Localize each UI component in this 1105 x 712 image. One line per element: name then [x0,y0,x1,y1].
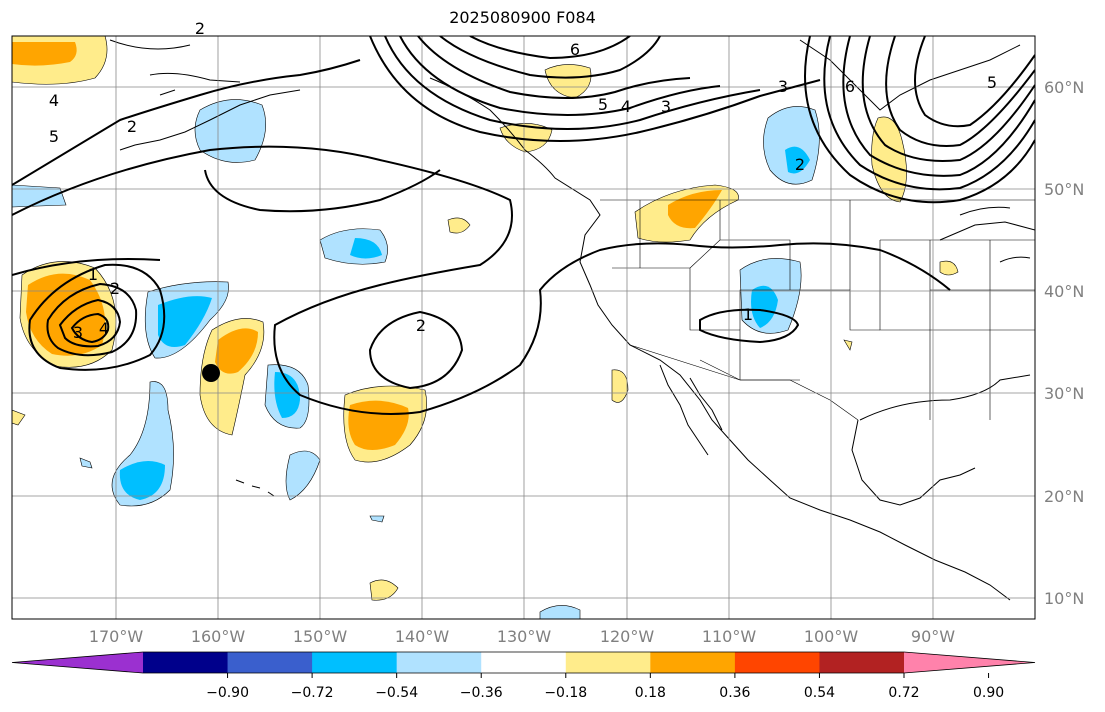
colorbar-tick-label: 0.54 [804,685,835,701]
contour-label: 5 [987,73,997,92]
colorbar-tick-label: 0.72 [888,685,919,701]
lon-label: 100°W [804,627,859,646]
contour-label: 1 [88,265,98,284]
contour-label: 6 [570,40,580,59]
contour-label: 2 [795,155,805,174]
contour-label: 3 [778,77,788,96]
colorbar-tick-label: 0.90 [973,685,1004,701]
contour-label: 4 [621,97,631,116]
colorbar-tick-label: −0.18 [544,685,587,701]
colorbar-segment [396,652,482,673]
lat-label: 40°N [1044,282,1084,301]
colorbar-segment [650,652,736,673]
colorbar-tick-label: 0.36 [719,685,750,701]
contour-label: 5 [49,127,59,146]
shaded-anomalies [12,36,959,619]
contour-label: 4 [99,319,109,338]
longitude-labels: 170°W 160°W 150°W 140°W 130°W 120°W 110°… [89,627,955,646]
graticule [12,36,1035,619]
lat-label: 20°N [1044,487,1084,506]
colorbar-segment [481,652,567,673]
lon-label: 160°W [191,627,246,646]
lon-label: 140°W [395,627,450,646]
contour-label: 5 [598,95,608,114]
map-title: 2025080900 F084 [449,8,596,27]
lat-label: 10°N [1044,589,1084,608]
colorbar-segment [227,652,313,673]
colorbar-segment [565,652,651,673]
colorbar: −0.90 −0.72 −0.54 −0.36 −0.18 0.18 0.36 0.54 0.7… [11,651,1036,701]
lat-label: 50°N [1044,180,1084,199]
colorbar-extend-low [12,652,143,673]
lon-label: 150°W [293,627,348,646]
colorbar-segment [734,652,820,673]
colorbar-outline [11,651,1036,674]
colorbar-segment [312,652,398,673]
contour-label: 2 [110,279,120,298]
lat-label: 30°N [1044,384,1084,403]
contour-label: 3 [661,97,671,116]
station-marker [202,364,220,382]
contour-label: 3 [73,323,83,342]
lon-label: 170°W [89,627,144,646]
colorbar-segment [819,652,905,673]
lon-label: 120°W [600,627,655,646]
contour-label-group: 6 5 4 3 3 6 5 2 4 5 2 1 2 3 4 2 1 2 [49,19,997,342]
lon-label: 110°W [702,627,757,646]
contour-lines [12,36,1035,415]
contour-label: 2 [127,117,137,136]
contour-label: 1 [743,305,753,324]
colorbar-tick-label: −0.72 [291,685,334,701]
colorbar-tick-label: −0.90 [206,685,249,701]
lon-label: 130°W [497,627,552,646]
colorbar-tick-label: −0.36 [460,685,503,701]
contour-label: 2 [416,316,426,335]
colorbar-extend-high [904,652,1035,673]
colorbar-tick-label: 0.18 [635,685,666,701]
colorbar-segment [143,652,229,673]
coastlines [109,39,1035,601]
colorbar-tick-label: −0.54 [375,685,418,701]
contour-label: 4 [49,91,59,110]
map-border [11,35,1036,620]
lat-label: 60°N [1044,78,1084,97]
latitude-labels: 60°N 50°N 40°N 30°N 20°N 10°N [1044,78,1084,608]
contour-label: 6 [845,77,855,96]
lon-label: 90°W [911,627,955,646]
contour-label: 2 [195,19,205,38]
